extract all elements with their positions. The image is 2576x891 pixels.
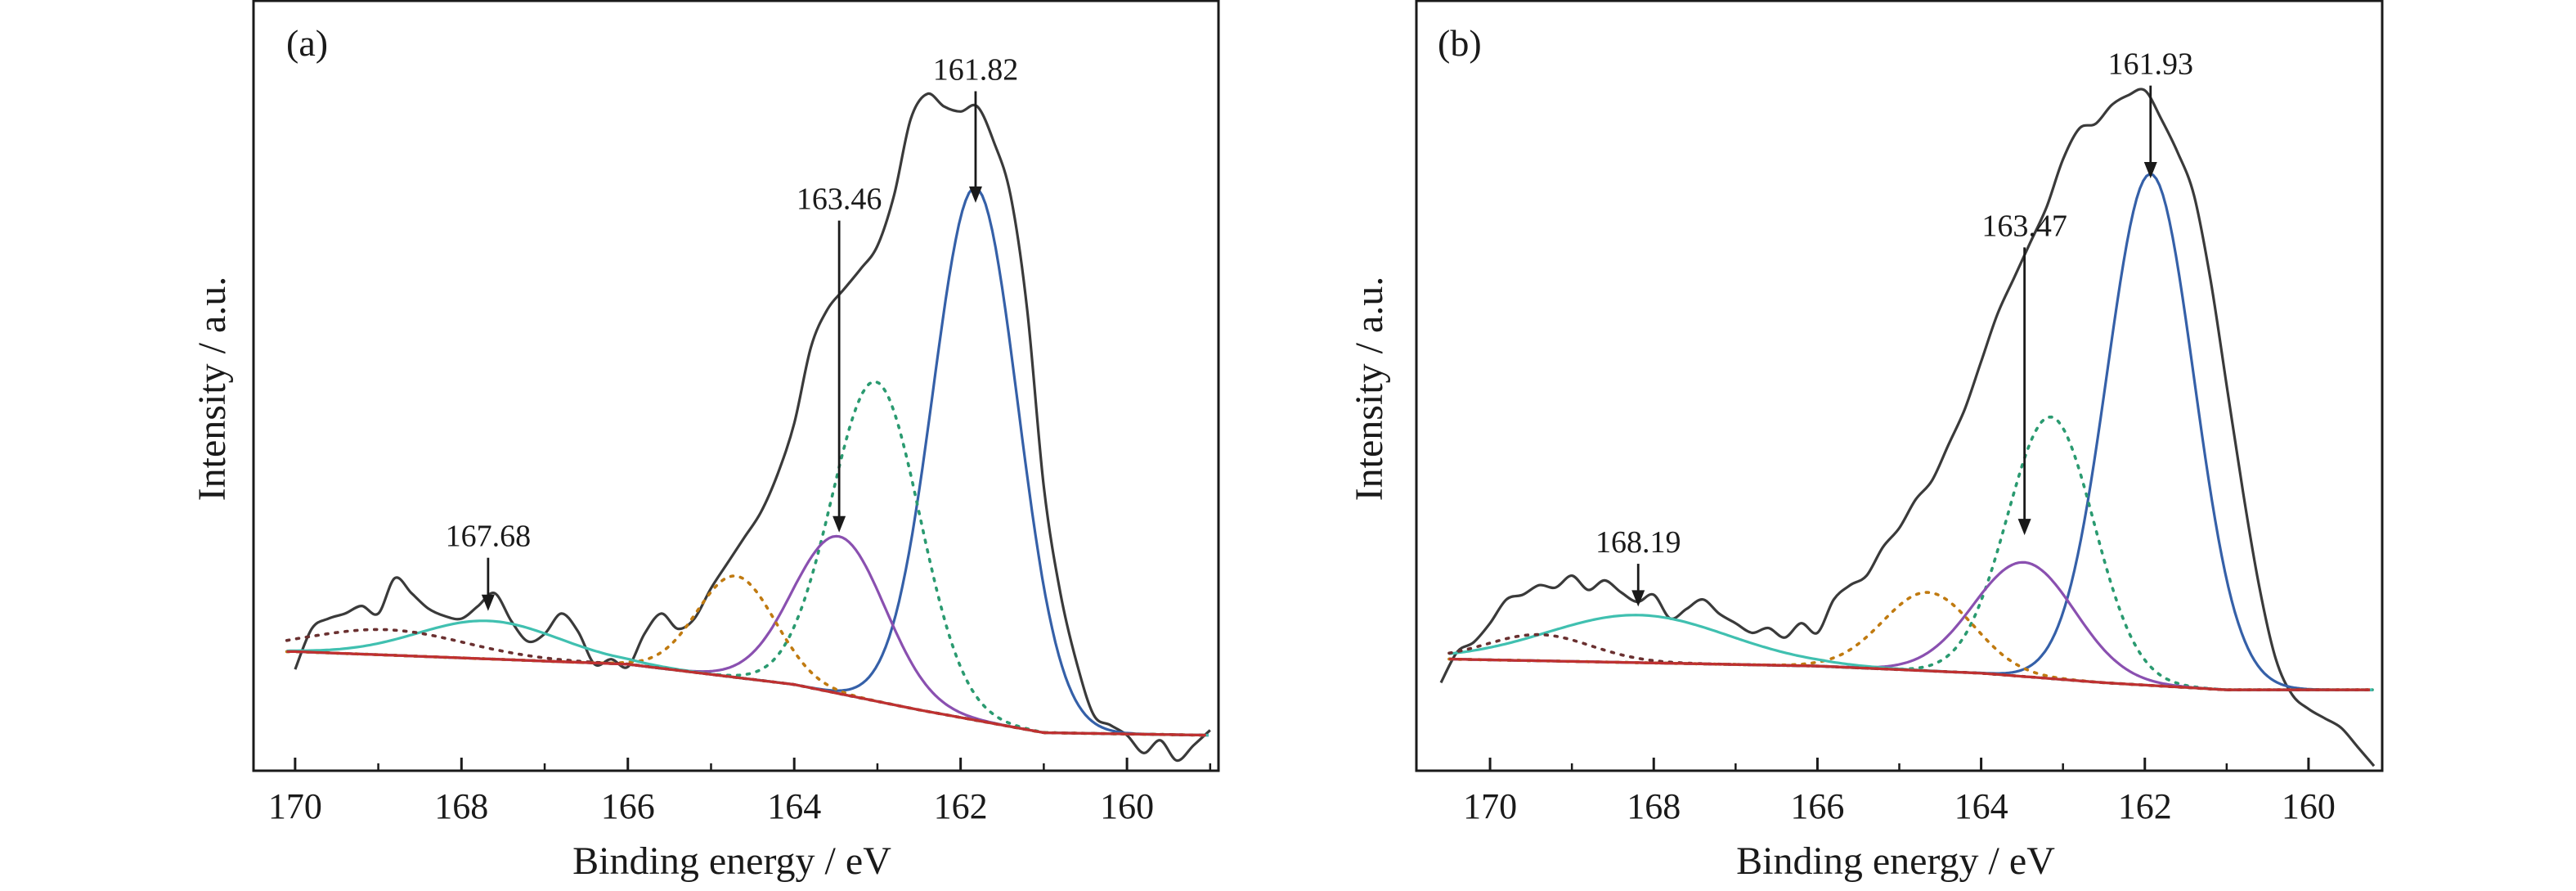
plot-frame-a — [252, 0, 1220, 772]
chart-panel-b: (b) Binding energy / eV Intensity / a.u.… — [1348, 0, 2384, 883]
x-tick-label-b-166: 166 — [1790, 786, 1844, 826]
y-axis-label-b: Intensity / a.u. — [1348, 277, 1391, 502]
plot-frame-b — [1415, 0, 2384, 772]
chart-panel-a: (a) Binding energy / eV Intensity / a.u.… — [191, 0, 1220, 883]
y-axis-label-a: Intensity / a.u. — [191, 277, 234, 502]
annotation-arrowhead-a-167.68 — [481, 594, 495, 611]
background-line-b — [1448, 657, 2370, 691]
annotation-label-a-167.68: 167.68 — [446, 520, 532, 554]
x-axis-label-a: Binding energy / eV — [572, 839, 891, 883]
background-line-a — [286, 650, 1206, 737]
x-tick-label-b-170: 170 — [1463, 786, 1517, 826]
annotation-label-b-161.93: 161.93 — [2108, 47, 2194, 82]
fit-peak-a-163.02 — [285, 380, 1210, 737]
annotation-label-a-163.46: 163.46 — [797, 182, 882, 217]
annotation-label-b-168.19: 168.19 — [1595, 525, 1681, 560]
annotation-arrowhead-a-163.46 — [832, 515, 846, 533]
fit-peak-a-168.9 — [285, 628, 1210, 737]
x-tick-label-a-164: 164 — [767, 786, 821, 826]
annotation-label-a-161.82: 161.82 — [933, 53, 1019, 88]
x-tick-label-b-160: 160 — [2282, 786, 2336, 826]
x-tick-label-b-162: 162 — [2118, 786, 2172, 826]
raw-spectrum-b — [1439, 88, 2376, 767]
panel-label-a: (a) — [286, 22, 328, 64]
fit-peak-b-168.19 — [1448, 614, 2372, 691]
panel-label-b: (b) — [1438, 22, 1482, 64]
x-tick-label-a-160: 160 — [1100, 786, 1154, 826]
x-tick-label-a-162: 162 — [934, 786, 988, 826]
x-axis-label-b: Binding energy / eV — [1736, 839, 2055, 883]
annotation-arrowhead-b-163.47 — [2017, 519, 2031, 536]
x-tick-label-b-168: 168 — [1627, 786, 1681, 826]
x-tick-label-a-170: 170 — [268, 786, 322, 826]
raw-spectrum-a — [294, 92, 1211, 763]
annotation-arrowhead-a-161.82 — [968, 186, 982, 203]
annotation-arrowhead-b-168.19 — [1631, 590, 1645, 607]
x-tick-label-a-166: 166 — [601, 786, 655, 826]
fit-peak-b-163.15 — [1447, 415, 2374, 691]
annotation-label-b-163.47: 163.47 — [1981, 209, 2067, 243]
x-tick-label-a-168: 168 — [434, 786, 488, 826]
annotation-arrowhead-b-161.93 — [2143, 162, 2157, 179]
x-tick-label-b-164: 164 — [1954, 786, 2008, 826]
fit-peak-a-161.82 — [286, 187, 1209, 737]
